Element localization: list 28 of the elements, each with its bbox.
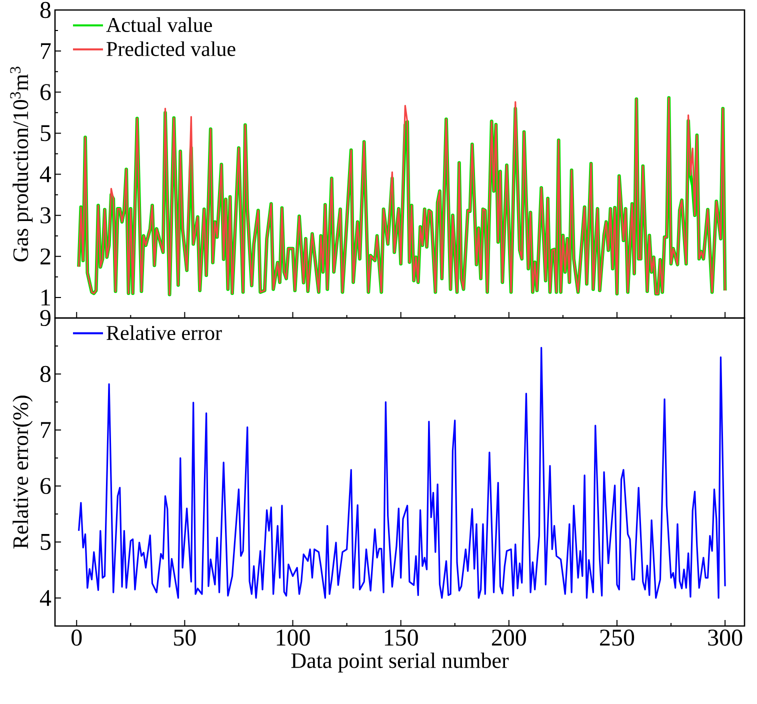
legend-label: Relative error — [106, 325, 222, 340]
x-axis-title: Data point serial number — [291, 652, 509, 673]
y-tick-label: 1 — [42, 290, 50, 306]
x-tick-label: 50 — [174, 630, 196, 646]
y-tick-label: 7 — [41, 43, 51, 59]
y-tick-label: 7 — [41, 422, 51, 438]
y-tick-label: 6 — [40, 84, 51, 100]
legend-label: Actual value — [106, 17, 212, 32]
x-tick-label: 150 — [384, 630, 418, 646]
y-tick-label: 5 — [40, 125, 51, 142]
y-tick-label: 4 — [40, 590, 52, 606]
line-series — [78, 346, 726, 599]
y-axis-title: Relative error(%) — [12, 396, 33, 549]
legend-label: Predicted value — [106, 41, 236, 56]
y-axis-title: Gas production/10$^{3}$m$^{3}$ — [10, 66, 33, 262]
x-tick-label: 200 — [492, 630, 526, 646]
x-tick-label: 0 — [72, 630, 82, 646]
y-tick-label: 9 — [40, 310, 50, 326]
y-tick-label: 3 — [40, 207, 51, 224]
x-tick-label: 250 — [600, 630, 634, 646]
y-tick-label: 4 — [40, 166, 52, 182]
x-tick-label: 300 — [708, 630, 742, 646]
y-tick-label: 5 — [40, 534, 51, 550]
y-tick-label: 2 — [40, 248, 50, 264]
y-tick-label: 8 — [40, 366, 51, 382]
y-tick-label: 6 — [40, 478, 51, 494]
y-tick-label: 8 — [40, 2, 51, 18]
x-tick-label: 100 — [276, 630, 310, 646]
